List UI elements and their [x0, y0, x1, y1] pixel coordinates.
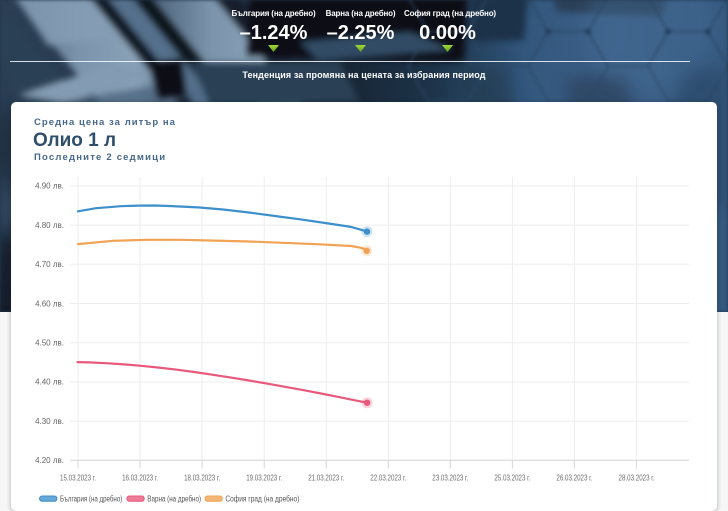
- svg-text:15.03.2023 г.: 15.03.2023 г.: [60, 474, 96, 483]
- svg-text:4.60 лв.: 4.60 лв.: [35, 299, 64, 308]
- svg-text:Варна (на дребно): Варна (на дребно): [147, 494, 201, 503]
- svg-text:19.03.2023 г.: 19.03.2023 г.: [246, 474, 282, 483]
- svg-text:25.03.2023 г.: 25.03.2023 г.: [494, 474, 530, 483]
- svg-text:21.03.2023 г.: 21.03.2023 г.: [308, 474, 344, 483]
- svg-text:4.40 лв.: 4.40 лв.: [35, 378, 64, 387]
- svg-text:4.90 лв.: 4.90 лв.: [35, 182, 64, 191]
- svg-text:22.03.2023 г.: 22.03.2023 г.: [370, 474, 406, 483]
- svg-text:4.30 лв.: 4.30 лв.: [35, 417, 64, 426]
- svg-text:4.50 лв.: 4.50 лв.: [35, 339, 64, 348]
- svg-text:България (на дребно): България (на дребно): [60, 494, 123, 503]
- svg-text:28.03.2023 г.: 28.03.2023 г.: [619, 474, 655, 483]
- svg-text:23.03.2023 г.: 23.03.2023 г.: [432, 474, 468, 483]
- svg-text:26.03.2023 г.: 26.03.2023 г.: [556, 474, 592, 483]
- svg-text:18.03.2023 г.: 18.03.2023 г.: [184, 474, 220, 483]
- svg-text:София град (на дребно): София град (на дребно): [225, 494, 299, 503]
- svg-text:4.20 лв.: 4.20 лв.: [35, 456, 64, 465]
- svg-text:4.70 лв.: 4.70 лв.: [35, 260, 64, 269]
- svg-text:16.03.2023 г.: 16.03.2023 г.: [122, 474, 158, 483]
- svg-text:4.80 лв.: 4.80 лв.: [35, 221, 64, 230]
